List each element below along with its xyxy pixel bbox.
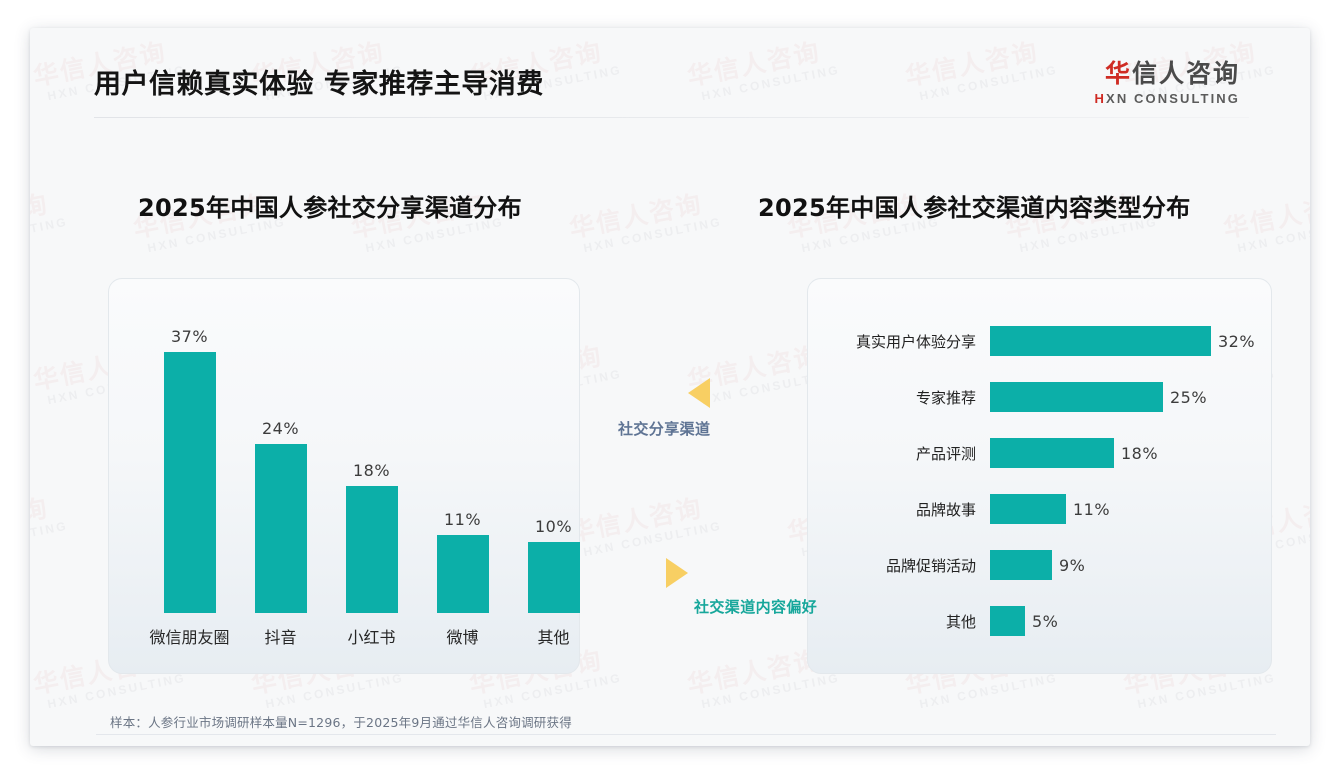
slide-header: 用户信赖真实体验 专家推荐主导消费 华信人咨询 HXN CONSULTING <box>30 28 1310 118</box>
bar-value-label: 11% <box>443 510 482 529</box>
bar-value-label: 9% <box>1059 555 1086 575</box>
bar-value-label: 24% <box>261 419 300 438</box>
bar-category-label: 专家推荐 <box>915 388 976 407</box>
bar-fill <box>163 352 216 613</box>
bar-value-label: 18% <box>1121 443 1159 463</box>
bar-fill <box>436 535 489 613</box>
bar-category-label: 微博 <box>446 628 479 647</box>
logo-chinese: 华信人咨询 <box>1095 60 1240 88</box>
bar-category-label: 小红书 <box>347 628 396 647</box>
footer-divider <box>96 734 1276 735</box>
bar-category-label: 真实用户体验分享 <box>855 332 976 351</box>
bar-group: 11% 微博 <box>417 308 508 648</box>
page-title: 用户信赖真实体验 专家推荐主导消费 <box>94 69 544 100</box>
bar-value-label: 25% <box>1170 387 1208 407</box>
bar-value-label: 18% <box>352 461 391 480</box>
bar-category-label: 其他 <box>945 612 976 631</box>
company-logo: 华信人咨询 HXN CONSULTING <box>1095 60 1240 106</box>
chart-title-right: 2025年中国人参社交渠道内容类型分布 <box>758 194 1191 222</box>
bar-row: 真实用户体验分享 32% <box>830 326 1270 356</box>
horizontal-bar-chart: 真实用户体验分享 32% 专家推荐 25% 产品评测 18% 品牌故事 11% 品牌促销活动 9%… <box>830 316 1270 646</box>
connector-label-a: 社交分享渠道 <box>618 420 711 438</box>
bar-row: 品牌故事 11% <box>830 494 1270 524</box>
bar-value-label: 10% <box>534 517 573 536</box>
bar-fill <box>990 326 1211 356</box>
logo-english-highlight: H <box>1094 90 1107 106</box>
bar-fill <box>990 494 1066 524</box>
chart-title-left: 2025年中国人参社交分享渠道分布 <box>138 194 522 222</box>
bar-row: 品牌促销活动 9% <box>830 550 1270 580</box>
bar-fill <box>345 486 398 613</box>
bar-category-label: 其他 <box>537 628 570 647</box>
bar-fill <box>990 382 1163 412</box>
sample-footnote: 样本：人参行业市场调研样本量N=1296，于2025年9月通过华信人咨询调研获得 <box>110 715 572 730</box>
logo-english: HXN CONSULTING <box>1095 91 1240 106</box>
bar-fill <box>254 444 307 613</box>
bar-fill <box>527 542 580 613</box>
bar-category-label: 品牌故事 <box>915 500 976 519</box>
logo-english-rest: XN CONSULTING <box>1106 90 1240 106</box>
bar-value-label: 11% <box>1073 499 1111 519</box>
bar-category-label: 抖音 <box>264 628 297 647</box>
bar-value-label: 5% <box>1032 611 1059 631</box>
bar-row: 其他 5% <box>830 606 1270 636</box>
slide-card: 华信人咨询 HXN CONSULTING 华信人咨询 HXN CONSULTING 华信… <box>30 28 1310 746</box>
triangle-left-icon <box>688 378 710 408</box>
bar-row: 专家推荐 25% <box>830 382 1270 412</box>
bar-fill <box>990 438 1114 468</box>
bar-row: 产品评测 18% <box>830 438 1270 468</box>
bar-group: 37% 微信朋友圈 <box>144 308 235 648</box>
bar-fill <box>990 606 1025 636</box>
bar-category-label: 产品评测 <box>915 444 976 463</box>
bar-group: 10% 其他 <box>508 308 599 648</box>
bar-category-label: 品牌促销活动 <box>885 556 976 575</box>
bar-value-label: 37% <box>170 327 209 346</box>
logo-chinese-rest: 信人咨询 <box>1131 59 1240 88</box>
header-divider <box>94 117 1249 118</box>
triangle-right-icon <box>666 558 688 588</box>
bar-value-label: 32% <box>1218 331 1256 351</box>
connector-label-b: 社交渠道内容偏好 <box>694 598 818 616</box>
bar-category-label: 微信朋友圈 <box>149 628 230 647</box>
bar-group: 18% 小红书 <box>326 308 417 648</box>
logo-chinese-highlight: 华 <box>1104 59 1132 88</box>
bar-group: 24% 抖音 <box>235 308 326 648</box>
vertical-bar-chart: 37% 微信朋友圈 24% 抖音 18% 小红书 11% 微博 10% 其他 <box>138 308 598 648</box>
bar-fill <box>990 550 1052 580</box>
